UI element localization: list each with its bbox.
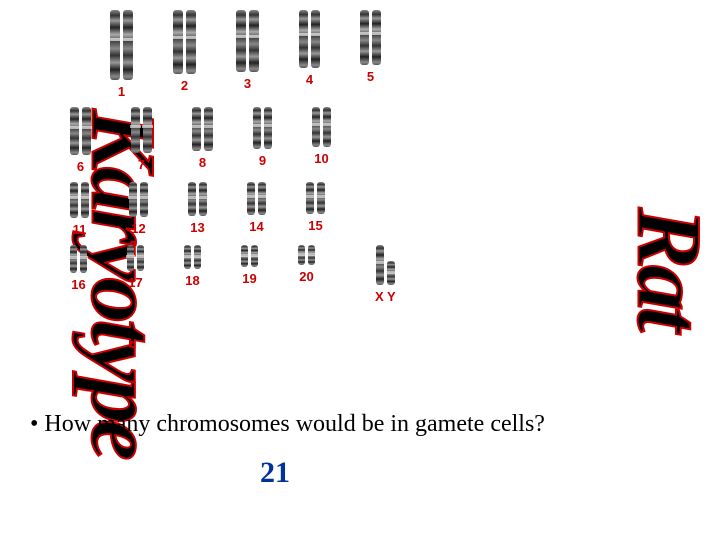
chromosome-pair: 7 (131, 107, 152, 174)
answer-text: 21 (260, 456, 690, 490)
chromatid (188, 182, 196, 216)
chromosome-row: 6 7 8 9 10 (50, 107, 670, 174)
chromatid (70, 182, 78, 218)
chromosome-pair: 9 (253, 107, 272, 174)
chromatid (143, 107, 152, 153)
chromatid (298, 245, 305, 265)
chromatid (241, 245, 248, 267)
chromosome-label: 2 (181, 78, 188, 93)
chromatid (204, 107, 213, 151)
chromosome-pair: 13 (188, 182, 207, 237)
chromosome-label: 19 (242, 271, 256, 286)
chromatid (81, 182, 89, 218)
chromatid (192, 107, 201, 151)
chromosome-label: 9 (259, 153, 266, 168)
chromosome-row: 11 12 13 14 15 (50, 182, 670, 237)
chromatid (80, 245, 87, 273)
chromatid (376, 245, 384, 285)
chromosome-label: 3 (244, 76, 251, 91)
chromatid (186, 10, 196, 74)
chromatid (140, 182, 148, 217)
chromatid (199, 182, 207, 216)
chromatid (127, 245, 134, 271)
chromosome-label: 16 (71, 277, 85, 292)
chromosome-pair: 15 (306, 182, 325, 237)
chromatid (82, 107, 91, 155)
chromosome-label: 11 (73, 222, 87, 237)
chromosome-label: 17 (128, 275, 142, 290)
chromatid (247, 182, 255, 215)
chromatid (312, 107, 320, 147)
chromatid (258, 182, 266, 215)
chromosome-pair: 4 (299, 10, 320, 99)
chromosome-pair: 16 (70, 245, 87, 304)
chromatid (249, 10, 259, 72)
chromosome-pair: 2 (173, 10, 196, 99)
chromatid (323, 107, 331, 147)
chromatid (317, 182, 325, 214)
chromatid (311, 10, 320, 68)
question-area: • How many chromosomes would be in gamet… (30, 411, 690, 490)
chromosome-label: 8 (199, 155, 206, 170)
chromatid (123, 10, 133, 80)
chromatid (70, 245, 77, 273)
chromatid (308, 245, 315, 265)
chromatid (194, 245, 201, 269)
chromosome-label: 10 (314, 151, 328, 166)
chromatid (137, 245, 144, 271)
chromosome-label: X Y (375, 289, 396, 304)
chromosome-pair: 17 (127, 245, 144, 304)
karyotype-grid: 1234567891011121314151617181920X Y (50, 10, 670, 312)
chromosome-row: 1 2 3 4 5 (50, 10, 670, 99)
chromatid (264, 107, 272, 149)
chromosome-pair: 20 (298, 245, 315, 304)
chromosome-pair: 3 (236, 10, 259, 99)
chromatid (70, 107, 79, 155)
chromosome-pair: 19 (241, 245, 258, 304)
chromosome-pair: 12 (129, 182, 148, 237)
chromosome-pair: 10 (312, 107, 331, 174)
chromatid (299, 10, 308, 68)
chromatid (131, 107, 140, 153)
chromosome-label: 1 (118, 84, 125, 99)
chromosome-label: 14 (249, 219, 263, 234)
chromatid (110, 10, 120, 80)
chromatid (236, 10, 246, 72)
chromosome-label: 20 (299, 269, 313, 284)
chromosome-label: 4 (306, 72, 313, 87)
chromatid (173, 10, 183, 74)
chromosome-pair: 6 (70, 107, 91, 174)
chromatid (387, 261, 395, 285)
chromosome-pair: 11 (70, 182, 89, 237)
chromosome-label: 13 (190, 220, 204, 235)
chromosome-pair: 1 (110, 10, 133, 99)
chromatid (253, 107, 261, 149)
chromatid (372, 10, 381, 65)
chromosome-label: 5 (367, 69, 374, 84)
question-text: • How many chromosomes would be in gamet… (30, 411, 690, 438)
chromosome-pair: 8 (192, 107, 213, 174)
chromosome-label: 18 (185, 273, 199, 288)
chromosome-label: 6 (77, 159, 84, 174)
chromatid (360, 10, 369, 65)
chromosome-label: 12 (131, 221, 145, 236)
chromosome-label: 15 (308, 218, 322, 233)
chromosome-label: 7 (138, 157, 145, 172)
chromosome-pair: 18 (184, 245, 201, 304)
chromosome-row: 16 17 18 19 20 X Y (50, 245, 670, 304)
chromatid (251, 245, 258, 267)
chromatid (184, 245, 191, 269)
chromatid (306, 182, 314, 214)
chromatid (129, 182, 137, 217)
chromosome-pair: 5 (360, 10, 381, 99)
chromosome-pair: 14 (247, 182, 266, 237)
chromosome-pair: X Y (375, 245, 396, 304)
